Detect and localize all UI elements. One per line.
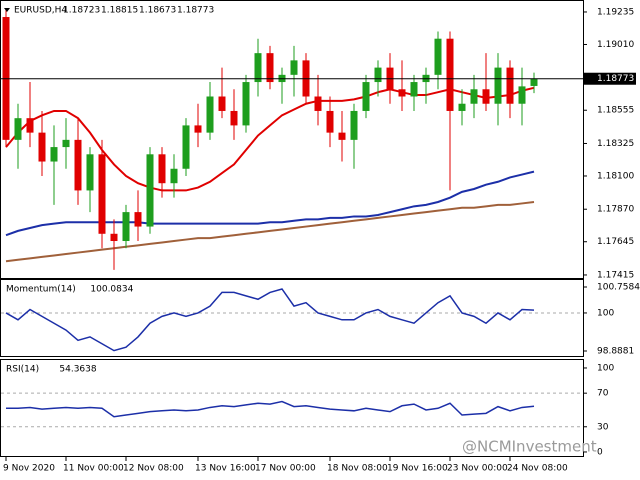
candle-body xyxy=(518,86,526,104)
candle-body xyxy=(266,53,274,83)
candle-body xyxy=(134,212,142,227)
indicator-title: Momentum(14) xyxy=(6,285,76,295)
moving-average xyxy=(5,86,535,192)
candle-body xyxy=(158,154,166,184)
candle-body xyxy=(230,110,238,126)
candle-body xyxy=(38,132,46,162)
x-tick-label: 19 Nov 16:00 xyxy=(387,464,448,474)
candle-body xyxy=(458,103,466,111)
candle-body xyxy=(290,60,298,75)
y-tick-label: 98.8881 xyxy=(597,347,634,357)
candle-body xyxy=(110,233,118,242)
ohlc-value: 1.18815 xyxy=(101,6,138,16)
x-tick-label: 9 Nov 2020 xyxy=(3,464,55,474)
y-tick-label: 1.19010 xyxy=(597,40,634,50)
candle-body xyxy=(206,96,214,133)
candle-body xyxy=(122,212,130,242)
collapse-icon xyxy=(4,8,10,12)
panel-frame xyxy=(0,359,584,457)
candle-body xyxy=(218,96,226,111)
y-tick-label: 100.7584 xyxy=(597,283,640,293)
candle-body xyxy=(362,82,370,111)
indicator-title: RSI(14) xyxy=(6,365,39,375)
candle-body xyxy=(62,139,70,148)
candle-body xyxy=(146,154,154,227)
candle-body xyxy=(530,78,538,86)
candle-body xyxy=(182,125,190,169)
y-tick-label: 1.18555 xyxy=(597,106,634,116)
y-tick-label: 1.18325 xyxy=(597,139,634,149)
candle-body xyxy=(194,125,202,133)
ohlc-value: 1.18773 xyxy=(177,6,214,16)
candle-body xyxy=(50,147,58,162)
panel-frame xyxy=(0,0,584,279)
x-tick-label: 12 Nov 08:00 xyxy=(123,464,184,474)
candle-body xyxy=(14,118,22,140)
candle-body xyxy=(26,118,34,133)
y-tick-label: 70 xyxy=(597,389,609,399)
x-tick-label: 23 Nov 00:00 xyxy=(447,464,508,474)
y-tick-label: 1.17645 xyxy=(597,237,634,247)
y-tick-label: 1.18100 xyxy=(597,171,634,181)
x-tick-label: 18 Nov 08:00 xyxy=(327,464,388,474)
candle-body xyxy=(374,67,382,83)
candle-body xyxy=(398,89,406,97)
y-tick-label: 100 xyxy=(597,308,614,318)
candle-body xyxy=(326,110,334,133)
candle-body xyxy=(98,154,106,234)
indicator-value: 100.0834 xyxy=(90,285,133,295)
moving-average xyxy=(5,170,535,237)
ohlc-value: 1.18673 xyxy=(139,6,176,16)
panel-frame xyxy=(0,279,584,357)
x-tick-label: 17 Nov 00:00 xyxy=(255,464,316,474)
candle-body xyxy=(254,53,262,83)
candle-body xyxy=(434,38,442,75)
indicator-line xyxy=(5,288,535,352)
candle-body xyxy=(86,154,94,191)
candle-body xyxy=(350,110,358,140)
candle-body xyxy=(314,96,322,111)
candle-body xyxy=(170,168,178,184)
candle-body xyxy=(494,67,502,104)
y-tick-label: 1.17415 xyxy=(597,270,634,280)
candle-body xyxy=(338,132,346,140)
candle-body xyxy=(410,82,418,97)
y-tick-label: 1.17870 xyxy=(597,205,634,215)
indicator-line xyxy=(6,400,535,418)
y-tick-label: 1.19235 xyxy=(597,7,634,17)
x-tick-label: 13 Nov 16:00 xyxy=(195,464,256,474)
watermark: @NCMInvestment xyxy=(462,438,597,456)
moving-average xyxy=(5,200,535,263)
candle-body xyxy=(446,38,454,111)
candle-body xyxy=(470,89,478,104)
ohlc-value: 1.18723 xyxy=(63,6,100,16)
candle-body xyxy=(482,89,490,104)
y-tick-label: 30 xyxy=(597,422,609,432)
candle-body xyxy=(506,67,514,104)
y-tick-label: 100 xyxy=(597,363,614,373)
candle-body xyxy=(242,82,250,126)
candle-body xyxy=(74,139,82,191)
indicator-value: 54.3638 xyxy=(59,365,96,375)
current-price-box xyxy=(584,72,636,85)
x-tick-label: 24 Nov 08:00 xyxy=(507,464,568,474)
x-tick-label: 11 Nov 00:00 xyxy=(63,464,124,474)
y-tick-label: 0 xyxy=(597,447,603,457)
chart-title: EURUSD,H4 xyxy=(14,6,67,16)
current-price-label: 1.18773 xyxy=(597,74,634,84)
